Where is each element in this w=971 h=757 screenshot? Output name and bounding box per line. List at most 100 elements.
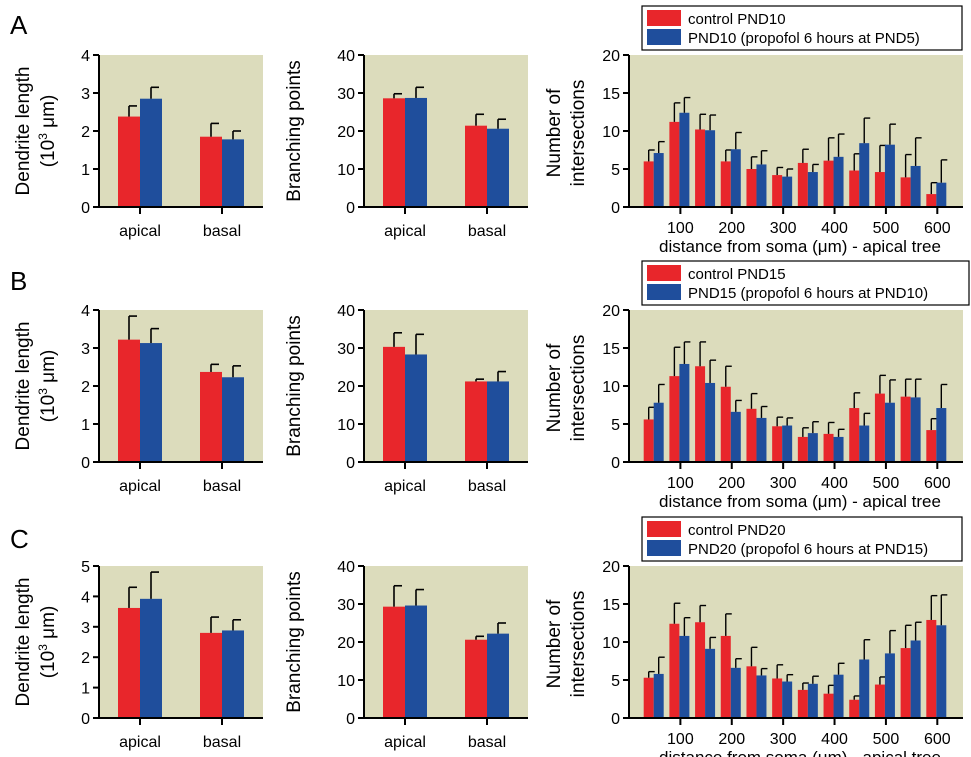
y-tick-label: 10	[602, 379, 620, 396]
bar	[383, 347, 405, 462]
legend-swatch	[647, 265, 681, 281]
x-label-part-a: distance from soma (	[659, 492, 818, 511]
y-tick-label: 20	[337, 635, 355, 652]
category-label: basal	[203, 478, 241, 495]
bar	[824, 161, 834, 207]
panel-label-C: C	[10, 524, 29, 554]
y-tick-label: 30	[337, 597, 355, 614]
legend-entry: control PND20	[688, 522, 786, 539]
x-label-mu: μ	[818, 492, 828, 511]
legend-swatch	[647, 284, 681, 300]
y-tick-label: 15	[602, 341, 620, 358]
y-tick-label: 0	[346, 200, 355, 217]
category-label: apical	[384, 478, 426, 495]
y-axis-label-line2: intersections	[568, 335, 589, 442]
bar	[731, 668, 741, 718]
bar	[118, 117, 140, 207]
y-axis-label: Branching points	[284, 315, 305, 457]
bar	[644, 161, 654, 207]
bar	[746, 409, 756, 462]
y-axis-label: Branching points	[284, 571, 305, 713]
bar	[669, 122, 679, 207]
y-tick-label: 0	[346, 455, 355, 472]
category-label: basal	[468, 478, 506, 495]
bar	[859, 143, 869, 207]
x-label-part-b: m) - apical tree	[828, 748, 941, 757]
y-unit-suffix: μm)	[38, 350, 59, 388]
bar	[756, 418, 766, 462]
y-tick-label: 3	[81, 86, 90, 103]
x-label-mu: μ	[818, 748, 828, 757]
y-tick-label: 40	[337, 559, 355, 576]
legend: control PND15 PND15 (propofol 6 hours at …	[642, 261, 969, 305]
y-tick-label: 4	[81, 303, 90, 320]
y-tick-label: 0	[611, 200, 620, 217]
bar	[849, 408, 859, 462]
chart-A-sholl: 100 200 300 400 500 60005101520distance from …	[544, 6, 963, 256]
y-tick-label: 20	[337, 124, 355, 141]
legend-entry: control PND15	[688, 266, 786, 283]
x-tick-label: 100	[667, 220, 694, 237]
bar	[824, 694, 834, 718]
bar	[926, 620, 936, 718]
bar	[859, 659, 869, 718]
bar	[200, 633, 222, 718]
y-tick-label: 10	[337, 673, 355, 690]
legend-entry: PND10 (propofol 6 hours at PND5)	[688, 30, 920, 47]
bar	[926, 194, 936, 207]
y-tick-label: 0	[346, 711, 355, 728]
x-label-part-b: m) - apical tree	[828, 237, 941, 256]
bar	[222, 139, 244, 207]
y-tick-label: 1	[81, 417, 90, 434]
y-unit-suffix: μm)	[38, 606, 59, 644]
y-tick-label: 5	[81, 559, 90, 576]
y-unit-suffix: μm)	[38, 95, 59, 133]
bar	[772, 678, 782, 718]
bar	[487, 129, 509, 207]
bar	[405, 98, 427, 207]
y-unit-prefix: (10	[38, 651, 59, 678]
bar	[644, 419, 654, 462]
category-label: basal	[203, 223, 241, 240]
bar	[849, 171, 859, 207]
bar	[808, 172, 818, 207]
bar	[654, 674, 664, 718]
x-tick-label: 200	[718, 731, 745, 748]
bar	[798, 437, 808, 462]
chart-C-branch: apical basal 0 10 20 30 40 Branching points	[284, 559, 528, 751]
y-tick-label: 20	[337, 379, 355, 396]
y-tick-label: 10	[602, 635, 620, 652]
y-tick-label: 30	[337, 86, 355, 103]
y-axis-label: Number of	[544, 88, 565, 177]
bar	[669, 376, 679, 462]
bar	[798, 690, 808, 718]
bar	[875, 685, 885, 718]
bar	[405, 606, 427, 718]
y-axis-unit-label: (103 μm)	[36, 350, 59, 423]
panel-label-B: B	[10, 266, 27, 296]
category-label: apical	[119, 734, 161, 751]
bar	[885, 653, 895, 718]
bar	[222, 630, 244, 718]
bar	[118, 340, 140, 462]
bar	[721, 161, 731, 207]
x-tick-label: 200	[718, 475, 745, 492]
y-axis-label: Dendrite length	[13, 67, 34, 196]
bar	[705, 649, 715, 718]
bar	[772, 175, 782, 207]
category-label: basal	[468, 734, 506, 751]
bar	[654, 403, 664, 462]
bar	[695, 129, 705, 207]
y-tick-label: 15	[602, 597, 620, 614]
bar	[679, 113, 689, 207]
bar	[885, 145, 895, 207]
category-label: apical	[119, 223, 161, 240]
bar	[222, 377, 244, 462]
x-tick-label: 100	[667, 475, 694, 492]
bar	[465, 126, 487, 207]
bar	[824, 434, 834, 462]
y-axis-unit-label: (103 μm)	[36, 606, 59, 679]
y-tick-label: 15	[602, 86, 620, 103]
bar	[487, 634, 509, 718]
category-label: basal	[468, 223, 506, 240]
